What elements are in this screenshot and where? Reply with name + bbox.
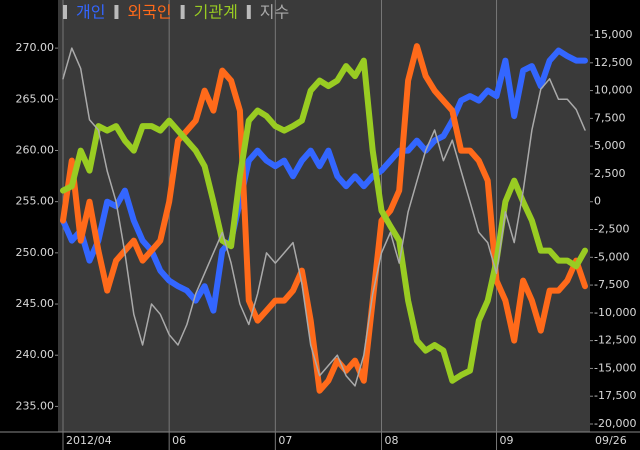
- y2-tick-label: 15,000: [594, 28, 633, 41]
- y2-tick-label: 0: [594, 195, 601, 208]
- y2-tick-label: 7,500: [594, 111, 626, 124]
- plot-area: [58, 0, 590, 432]
- series-line: [62, 47, 586, 387]
- y2-tick-label: -7,500: [594, 278, 629, 291]
- legend-text: 개인: [76, 3, 105, 22]
- y2-tick-label: -2,500: [594, 223, 629, 236]
- legend-marker: [114, 5, 119, 19]
- legend-text: 지수: [260, 3, 289, 22]
- y-tick-label: 235.00: [16, 399, 55, 412]
- series-line: [60, 43, 588, 394]
- y-tick-label: 250.00: [16, 246, 55, 259]
- x-tick-label: 09/26: [595, 434, 627, 447]
- y2-tick-label: 12,500: [594, 56, 633, 69]
- y2-tick-label: 10,000: [594, 84, 633, 97]
- y-tick-label: 265.00: [16, 92, 55, 105]
- x-tick-label: 2012/04: [66, 434, 112, 447]
- y2-tick-label: -15,000: [594, 361, 636, 374]
- y2-tick-label: -17,500: [594, 389, 636, 402]
- series-line: [60, 57, 588, 384]
- legend-marker: [63, 5, 67, 19]
- legend-marker: [180, 5, 185, 19]
- x-tick-label: 08: [385, 434, 399, 447]
- y-tick-label: 245.00: [16, 297, 55, 310]
- y2-tick-label: -10,000: [594, 306, 636, 319]
- x-tick-label: 06: [172, 434, 186, 447]
- legend-text: 기관계: [194, 3, 238, 22]
- legend-text: 외국인: [127, 3, 171, 22]
- y2-tick-label: -12,500: [594, 334, 636, 347]
- y2-tick-label: 2,500: [594, 167, 626, 180]
- x-tick-label: 09: [500, 434, 514, 447]
- y-tick-label: 255.00: [16, 195, 55, 208]
- y-tick-label: 240.00: [16, 348, 55, 361]
- y-tick-label: 260.00: [16, 143, 55, 156]
- y2-tick-label: -20,000: [594, 417, 636, 430]
- legend-marker: [246, 5, 251, 19]
- y2-tick-label: 5,000: [594, 139, 626, 152]
- y2-tick-label: -5,000: [594, 250, 629, 263]
- x-tick-label: 07: [278, 434, 292, 447]
- y-tick-label: 270.00: [16, 41, 55, 54]
